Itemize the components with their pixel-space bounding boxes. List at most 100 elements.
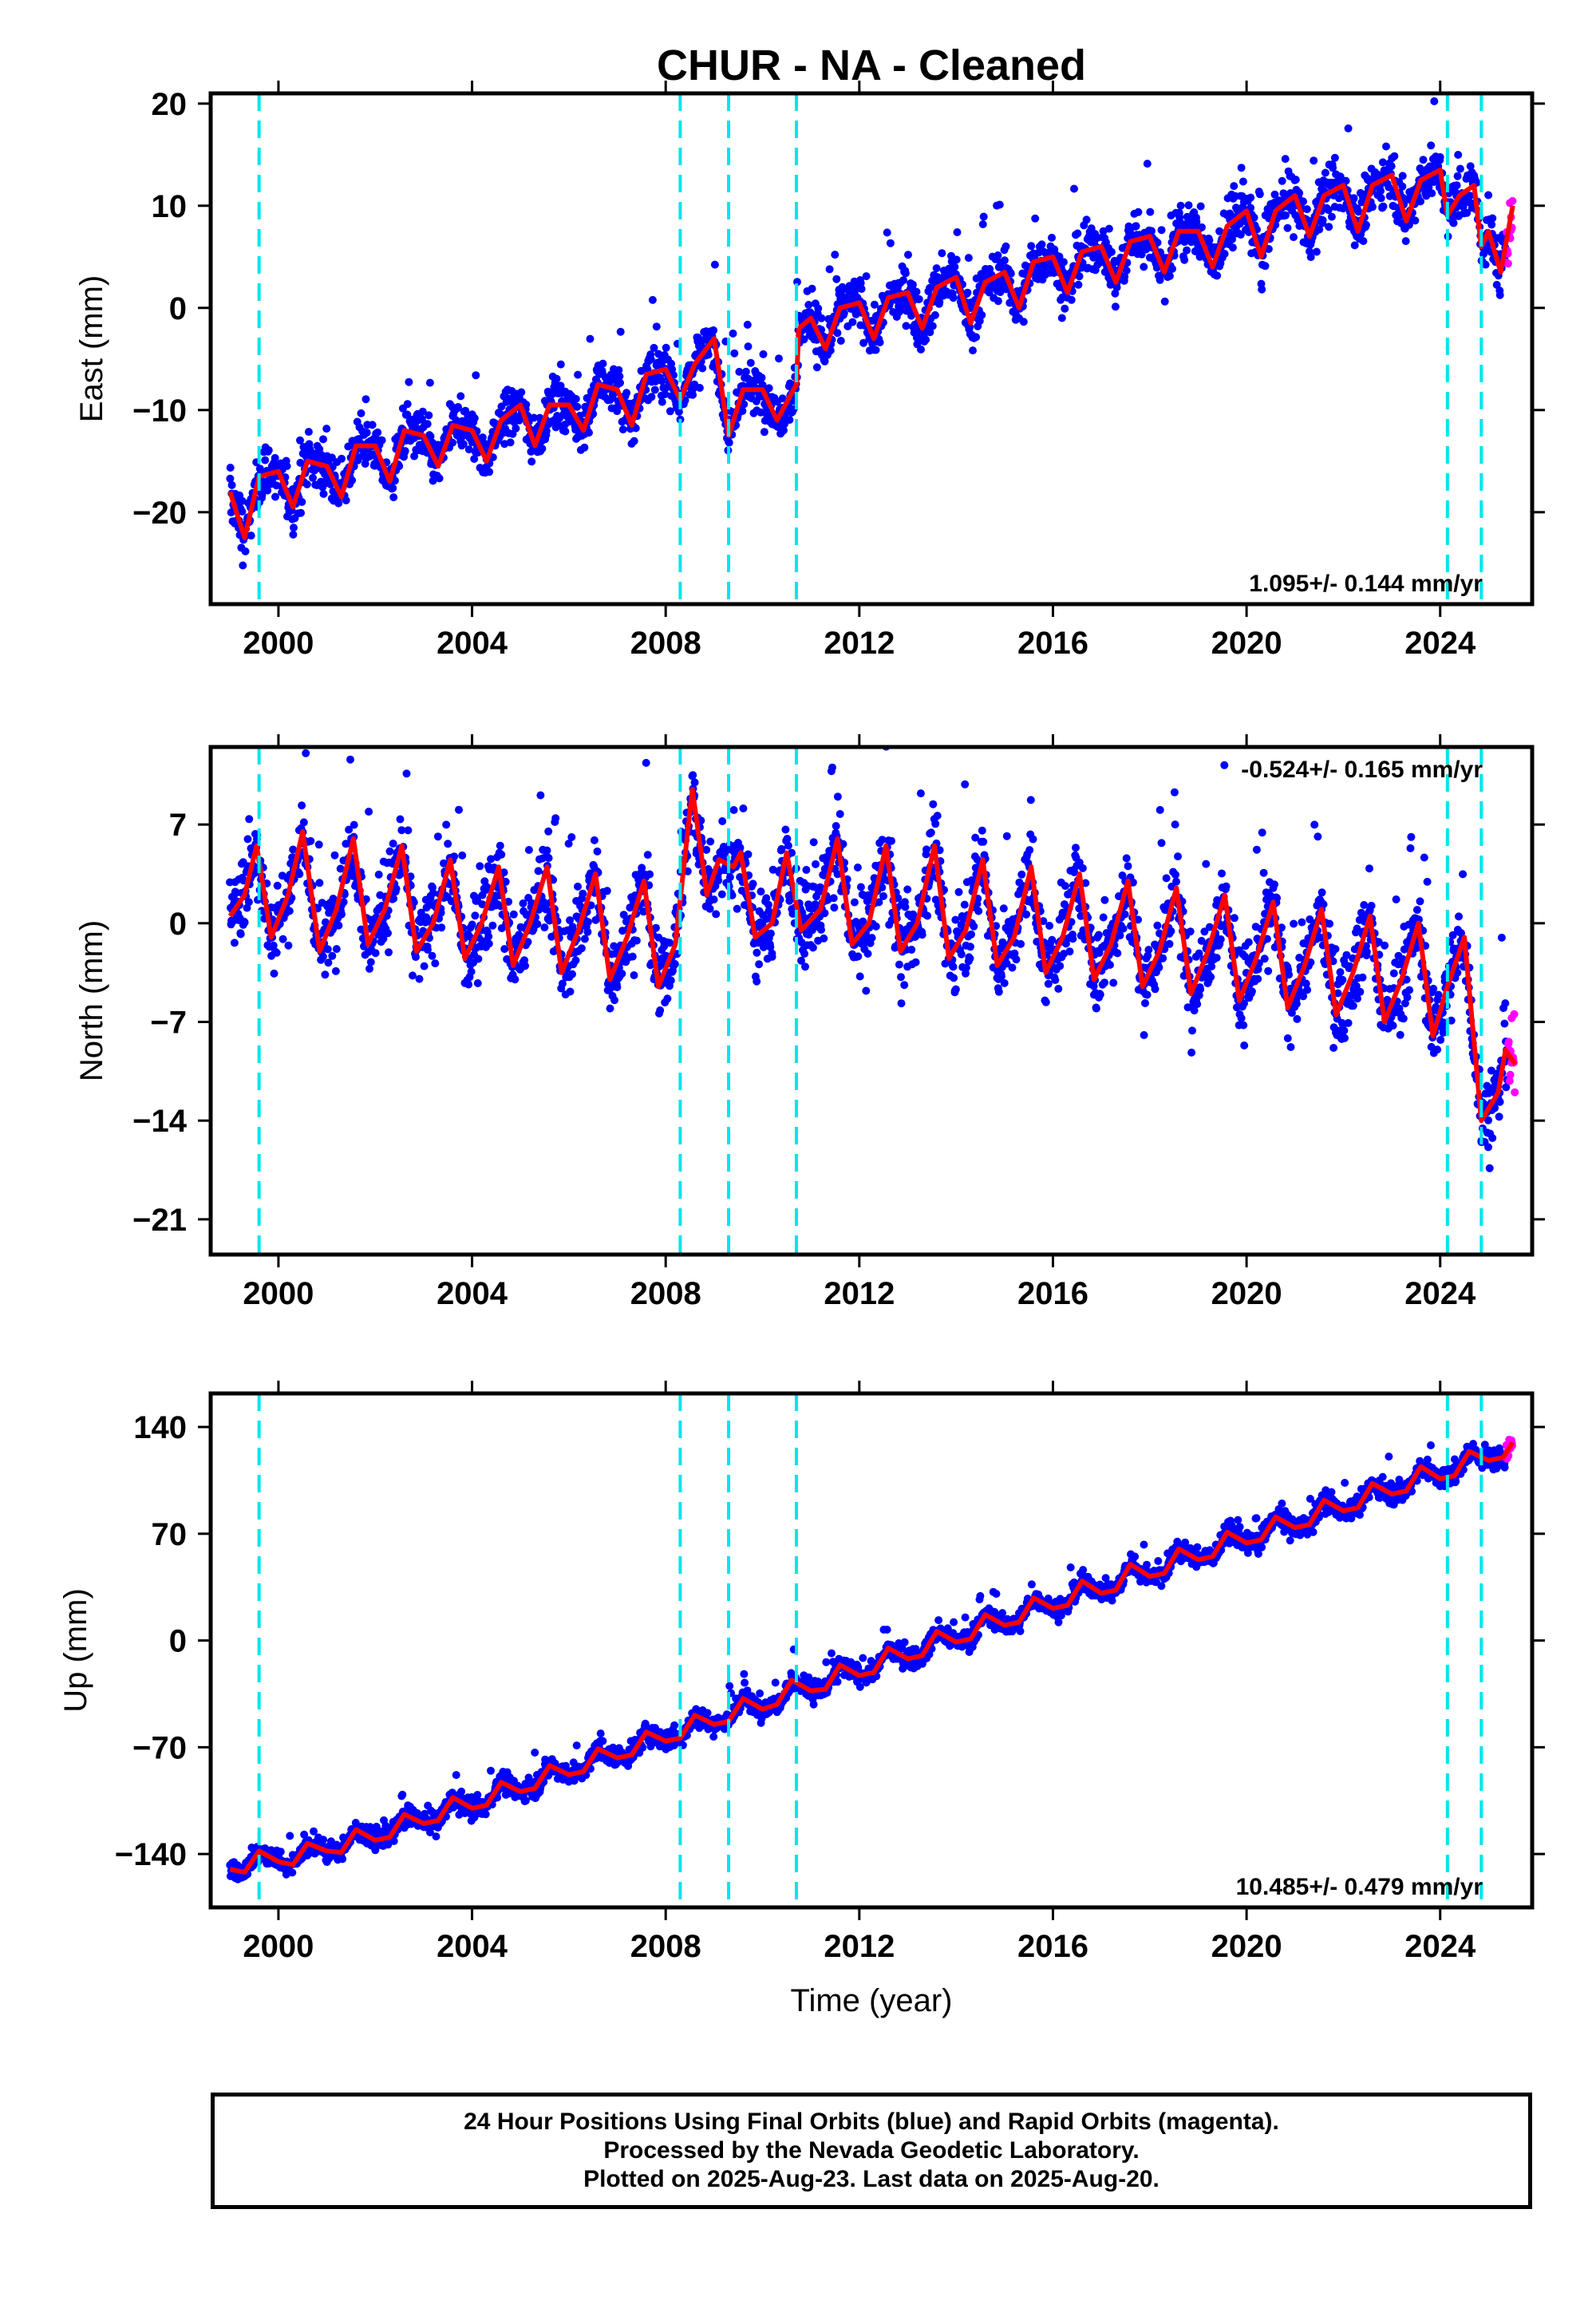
east-final-point	[241, 547, 250, 555]
east-final-point	[820, 357, 829, 366]
north-final-point	[458, 851, 467, 860]
east-final-point	[271, 492, 279, 501]
east-final-point	[1070, 184, 1078, 193]
east-final-point	[1495, 290, 1504, 299]
north-final-point	[1072, 844, 1080, 852]
east-final-point	[334, 499, 343, 508]
east-final-point	[618, 425, 627, 434]
north-final-point	[768, 952, 776, 961]
north-final-point	[1202, 860, 1211, 868]
north-final-point	[926, 828, 935, 837]
north-final-point	[334, 921, 343, 930]
north-final-point	[646, 870, 654, 879]
east-final-point	[461, 406, 470, 415]
north-final-point	[1002, 832, 1011, 840]
north-final-point	[894, 894, 903, 903]
north-final-point	[828, 763, 836, 772]
east-final-point	[871, 346, 880, 354]
north-final-point	[1140, 1031, 1148, 1039]
north-final-point	[566, 916, 574, 925]
east-final-point	[403, 400, 412, 409]
north-final-point	[1302, 979, 1310, 988]
east-final-point	[932, 264, 941, 273]
east-final-point	[662, 343, 670, 352]
east-final-point	[1140, 263, 1148, 271]
east-final-point	[1261, 262, 1270, 271]
east-final-point	[800, 335, 808, 344]
east-final-point	[530, 413, 539, 422]
north-final-point	[1174, 852, 1182, 861]
east-final-point	[239, 561, 247, 570]
north-final-point	[1044, 979, 1053, 988]
north-final-point	[1122, 854, 1131, 863]
north-final-point	[1240, 1041, 1249, 1049]
north-final-point	[785, 896, 794, 905]
north-final-point	[670, 959, 679, 968]
north-final-point	[1065, 947, 1074, 956]
north-final-point	[1222, 882, 1231, 891]
north-final-point	[1244, 938, 1253, 947]
north-final-point	[1352, 982, 1361, 990]
east-final-point	[1134, 207, 1143, 216]
east-x-tick-label: 2000	[243, 626, 314, 661]
east-final-point	[650, 343, 658, 352]
east-final-point	[319, 489, 328, 498]
north-final-point	[832, 822, 840, 830]
east-final-point	[856, 279, 865, 287]
east-final-point	[902, 322, 911, 330]
north-final-point	[295, 870, 304, 879]
north-final-point	[929, 800, 938, 808]
north-final-point	[628, 952, 637, 961]
east-final-point	[730, 349, 739, 358]
east-final-point	[735, 367, 744, 376]
east-final-point	[1074, 280, 1083, 289]
north-final-point	[1290, 919, 1298, 928]
north-final-point	[476, 862, 484, 871]
north-final-point	[809, 838, 818, 847]
chart-title: CHUR - NA - Cleaned	[657, 41, 1086, 89]
east-x-tick-label: 2020	[1211, 626, 1282, 661]
north-final-point	[1237, 1014, 1246, 1022]
north-final-point	[397, 826, 406, 835]
east-final-point	[302, 480, 311, 488]
north-final-point	[1100, 895, 1109, 904]
east-final-point	[1255, 190, 1264, 199]
north-final-point	[437, 923, 446, 932]
east-final-point	[1111, 289, 1120, 298]
east-final-point	[1180, 255, 1189, 264]
east-final-point	[870, 300, 879, 309]
north-final-point	[423, 946, 432, 954]
east-final-point	[1416, 197, 1424, 206]
north-final-point	[1056, 962, 1065, 970]
north-final-point	[1293, 1014, 1302, 1023]
north-final-point	[579, 889, 587, 898]
north-final-point	[709, 895, 718, 904]
north-final-point	[729, 806, 738, 814]
east-final-point	[1067, 295, 1076, 304]
east-frame	[208, 91, 1535, 607]
north-final-point	[998, 972, 1005, 981]
east-final-point	[972, 333, 981, 342]
north-final-point	[978, 826, 986, 835]
north-final-point	[853, 864, 862, 871]
east-final-point	[1349, 194, 1358, 203]
north-final-point	[931, 820, 940, 828]
east-final-point	[1484, 191, 1493, 200]
east-final-point	[1198, 223, 1206, 231]
east-final-point	[949, 294, 958, 302]
north-final-point	[1207, 962, 1216, 970]
east-final-point	[227, 480, 236, 489]
east-final-point	[1387, 162, 1396, 171]
east-final-point	[764, 384, 773, 393]
north-final-point	[396, 815, 405, 824]
east-final-point	[666, 407, 674, 416]
east-final-point	[729, 329, 737, 338]
east-final-point	[1315, 225, 1324, 234]
east-final-point	[554, 421, 563, 429]
north-final-point	[1092, 1004, 1100, 1013]
east-final-point	[470, 414, 479, 422]
north-final-point	[1017, 939, 1025, 948]
north-final-point	[1171, 820, 1179, 829]
north-final-point	[1106, 961, 1114, 969]
east-final-point	[1148, 227, 1156, 235]
